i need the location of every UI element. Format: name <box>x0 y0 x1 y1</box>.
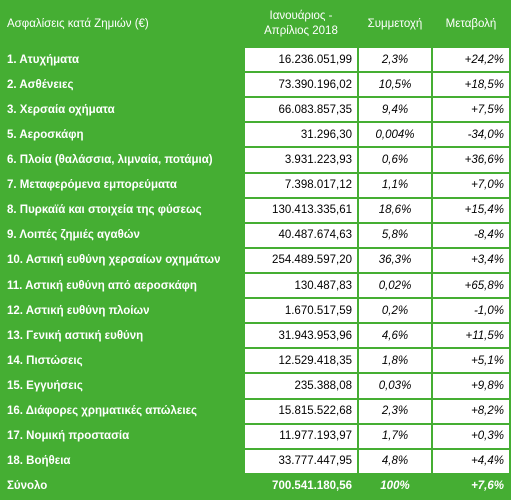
cell: -1,0% <box>433 299 509 323</box>
cell: 1,7% <box>359 424 431 448</box>
cell: 18,6% <box>359 198 431 222</box>
cell: 36,3% <box>359 248 431 272</box>
table-row: 2. Ασθένειες 73.390.196,02 10,5% +18,5% <box>2 73 509 97</box>
table-row: 7. Μεταφερόμενα εμπορεύματα 7.398.017,12 1… <box>2 173 509 197</box>
cell: 235.388,08 <box>245 374 357 398</box>
table-row: 16. Διάφορες χρηματικές απώλειες 15.815.5… <box>2 399 509 423</box>
cell: -34,0% <box>433 123 509 147</box>
table-row: 8. Πυρκαϊά και στοιχεία της φύσεως 130.41… <box>2 198 509 222</box>
cell: 2,3% <box>359 399 431 423</box>
cell: -8,4% <box>433 223 509 247</box>
cell: 12.529.418,35 <box>245 349 357 373</box>
cell: 1,8% <box>359 349 431 373</box>
total-cell: 700.541.180,56 <box>272 480 352 493</box>
table-row: 14. Πιστώσεις 12.529.418,35 1,8% +5,1% <box>2 349 509 373</box>
total-cell: 100% <box>380 480 410 493</box>
cell: 31.943.953,96 <box>245 324 357 348</box>
table-row: 15. Εγγυήσεις 235.388,08 0,03% +9,8% <box>2 374 509 398</box>
table-row: 18. Βοήθεια 33.777.447,95 4,8% +4,4% <box>2 449 509 473</box>
cell: +4,4% <box>433 449 509 473</box>
table-row: 5. Αεροσκάφη 31.296,30 0,004% -34,0% <box>2 123 509 147</box>
cell: 9,4% <box>359 98 431 122</box>
cell: 15.815.522,68 <box>245 399 357 423</box>
cell: +5,1% <box>433 349 509 373</box>
cell: 0,6% <box>359 148 431 172</box>
cell: 130.487,83 <box>245 273 357 298</box>
cell: 5. Αεροσκάφη <box>7 128 84 141</box>
header-cell: Ιανουάριος - Απρίλιος 2018 <box>264 10 338 37</box>
total-cell: Σύνολο <box>7 480 48 493</box>
cell: 15. Εγγυήσεις <box>7 379 83 392</box>
cell: +7,5% <box>433 98 509 122</box>
header-cell: Ασφαλίσεις κατά Ζημιών (€) <box>7 17 149 30</box>
cell: 1. Ατυχήματα <box>7 53 80 66</box>
cell: 2,3% <box>359 48 431 72</box>
cell: 0,2% <box>359 299 431 323</box>
cell: 2. Ασθένειες <box>7 78 74 91</box>
cell: 11.977.193,97 <box>245 424 357 448</box>
cell: +18,5% <box>433 73 509 97</box>
cell: 0,004% <box>359 123 431 147</box>
cell: +65,8% <box>433 273 509 298</box>
table-row: 3. Χερσαία οχήματα 66.083.857,35 9,4% +7,5% <box>2 98 509 122</box>
cell: 40.487.674,63 <box>245 223 357 247</box>
cell: 16.236.051,99 <box>245 48 357 72</box>
cell: 9. Λοιπές ζημιές αγαθών <box>7 229 140 242</box>
cell: +24,2% <box>433 48 509 72</box>
cell: 13. Γενική αστική ευθύνη <box>7 329 144 342</box>
cell: 66.083.857,35 <box>245 98 357 122</box>
table-row: 9. Λοιπές ζημιές αγαθών 40.487.674,63 5,8%… <box>2 223 509 247</box>
table-row: 11. Αστική ευθύνη από αεροσκάφη 130.487,8… <box>2 273 509 298</box>
cell: 8. Πυρκαϊά και στοιχεία της φύσεως <box>7 204 202 217</box>
header-row: Ασφαλίσεις κατά Ζημιών (€) Ιανουάριος - Α… <box>2 2 509 46</box>
cell: 254.489.597,20 <box>245 248 357 272</box>
cell: 3.931.223,93 <box>245 148 357 172</box>
cell: 1.670.517,59 <box>245 299 357 323</box>
cell: 11. Αστική ευθύνη από αεροσκάφη <box>7 279 197 292</box>
cell: +36,6% <box>433 148 509 172</box>
cell: 16. Διάφορες χρηματικές απώλειες <box>7 405 198 418</box>
cell: +7,0% <box>433 173 509 197</box>
cell: 7. Μεταφερόμενα εμπορεύματα <box>7 179 177 192</box>
cell: 17. Νομική προστασία <box>7 430 130 443</box>
cell: 14. Πιστώσεις <box>7 354 83 367</box>
total-cell: +7,6% <box>471 480 504 493</box>
cell: 10,5% <box>359 73 431 97</box>
cell: 18. Βοήθεια <box>7 455 71 468</box>
header-cell: Μεταβολή <box>445 17 497 30</box>
cell: +3,4% <box>433 248 509 272</box>
cell: 7.398.017,12 <box>245 173 357 197</box>
cell: 4,6% <box>359 324 431 348</box>
cell: +0,3% <box>433 424 509 448</box>
total-row: Σύνολο 700.541.180,56 100% +7,6% <box>2 475 509 498</box>
table-row: 6. Πλοία (θαλάσσια, λιμναία, ποτάμια) 3.9… <box>2 148 509 172</box>
cell: +8,2% <box>433 399 509 423</box>
cell: 6. Πλοία (θαλάσσια, λιμναία, ποτάμια) <box>7 153 213 166</box>
cell: 3. Χερσαία οχήματα <box>7 103 115 116</box>
cell: +11,5% <box>433 324 509 348</box>
header-cell: Συμμετοχή <box>367 17 423 30</box>
table-row: 17. Νομική προστασία 11.977.193,97 1,7% +0,… <box>2 424 509 448</box>
cell: 1,1% <box>359 173 431 197</box>
cell: 0,02% <box>359 273 431 298</box>
table-row: 10. Αστική ευθύνη χερσαίων οχημάτων 254.4… <box>2 248 509 272</box>
cell: +15,4% <box>433 198 509 222</box>
cell: 31.296,30 <box>245 123 357 147</box>
cell: 0,03% <box>359 374 431 398</box>
table-row: 1. Ατυχήματα 16.236.051,99 2,3% +24,2% <box>2 48 509 72</box>
table-row: 12. Αστική ευθύνη πλοίων 1.670.517,59 0,2%… <box>2 299 509 323</box>
cell: 130.413.335,61 <box>245 198 357 222</box>
cell: 5,8% <box>359 223 431 247</box>
cell: 73.390.196,02 <box>245 73 357 97</box>
cell: +9,8% <box>433 374 509 398</box>
cell: 33.777.447,95 <box>245 449 357 473</box>
cell: 4,8% <box>359 449 431 473</box>
cell: 12. Αστική ευθύνη πλοίων <box>7 304 150 317</box>
table-row: 13. Γενική αστική ευθύνη 31.943.953,96 4,6… <box>2 324 509 348</box>
cell: 10. Αστική ευθύνη χερσαίων οχημάτων <box>7 254 221 267</box>
